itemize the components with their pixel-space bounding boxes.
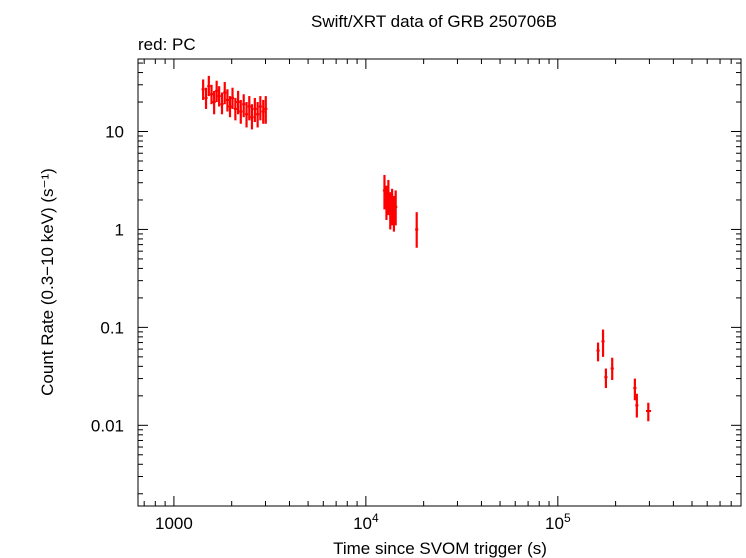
- x-tick-label: 104: [353, 511, 379, 533]
- y-tick-label: 0.01: [91, 416, 124, 435]
- data-point: [215, 80, 219, 103]
- data-point: [230, 87, 235, 109]
- data-point: [225, 89, 230, 112]
- data-point: [253, 97, 257, 123]
- y-tick-label: 10: [105, 123, 124, 142]
- data-point: [228, 96, 232, 118]
- x-axis-tick-labels: 1000 104 105: [155, 511, 571, 533]
- data-point: [242, 94, 246, 118]
- data-point: [207, 75, 211, 97]
- series-pc: [201, 75, 652, 422]
- data-point: [258, 96, 262, 121]
- data-point: [415, 212, 419, 248]
- data-point: [646, 402, 652, 422]
- x-tick-label: 105: [545, 511, 571, 533]
- data-point: [244, 102, 249, 128]
- data-point: [209, 84, 214, 105]
- x-tick-label: 1000: [155, 514, 193, 533]
- y-axis-tick-labels: 0.01 0.1 1 10: [91, 123, 124, 436]
- chart-subtitle: red: PC: [138, 35, 196, 54]
- data-point: [239, 99, 243, 124]
- plot-frame: [137, 58, 742, 507]
- data-point: [261, 99, 265, 124]
- data-point: [256, 102, 260, 128]
- data-point: [635, 393, 639, 418]
- data-point: [250, 104, 254, 130]
- chart-title: Swift/XRT data of GRB 250706B: [311, 12, 557, 31]
- y-tick-label: 0.1: [100, 318, 124, 337]
- data-point: [601, 329, 605, 357]
- data-point: [212, 90, 216, 115]
- data-point: [204, 87, 208, 109]
- y-tick-label: 1: [115, 220, 124, 239]
- data-point: [247, 96, 251, 121]
- x-axis-label: Time since SVOM trigger (s): [333, 539, 547, 558]
- data-point: [596, 342, 600, 362]
- data-point: [233, 97, 237, 121]
- y-axis-ticks: [138, 62, 741, 495]
- data-point: [223, 82, 227, 105]
- y-axis-label: Count Rate (0.3−10 keV) (s⁻¹): [38, 168, 57, 396]
- data-point: [394, 190, 398, 226]
- data-point: [236, 90, 240, 115]
- data-point: [217, 86, 221, 107]
- x-axis-ticks: [143, 59, 742, 506]
- data-point: [201, 79, 205, 100]
- data-point: [604, 368, 608, 389]
- data-point: [220, 92, 224, 115]
- data-point: [264, 96, 268, 124]
- data-point: [633, 378, 637, 401]
- data-point: [610, 357, 614, 381]
